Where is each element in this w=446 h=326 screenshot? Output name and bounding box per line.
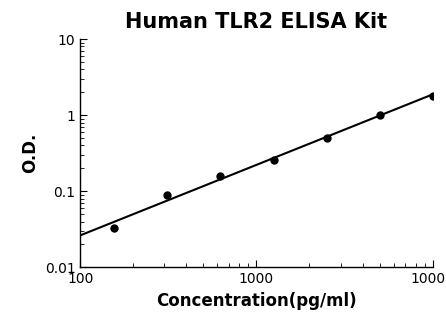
Title: Human TLR2 ELISA Kit: Human TLR2 ELISA Kit: [125, 12, 388, 32]
Point: [429, 93, 436, 98]
Point: [164, 192, 171, 197]
Point: [111, 225, 118, 230]
X-axis label: Concentration(pg/ml): Concentration(pg/ml): [156, 292, 357, 310]
Point: [270, 157, 277, 162]
Point: [323, 136, 330, 141]
Point: [376, 112, 383, 117]
Y-axis label: O.D.: O.D.: [21, 133, 39, 173]
Point: [217, 173, 224, 178]
